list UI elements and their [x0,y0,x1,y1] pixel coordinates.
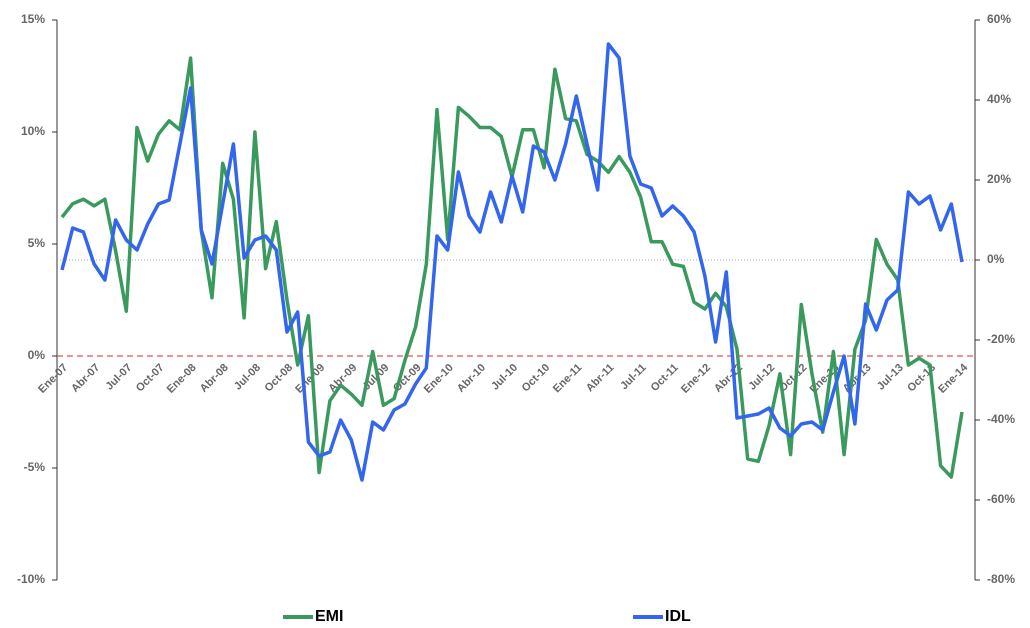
x-tick-label: Oct-11 [649,362,681,394]
y2-tick-label: -60% [987,492,1015,506]
x-tick-label: Oct-07 [134,362,167,395]
x-tick-label: Jul-13 [875,362,906,393]
x-tick-label: Jul-10 [489,362,520,393]
x-tick-label: Abr-10 [455,362,488,395]
y2-tick-label: -40% [987,412,1015,426]
y-tick-label: -5% [24,460,46,474]
x-tick-label: Oct-08 [262,362,295,395]
x-tick-label: Jul-07 [103,362,134,393]
y2-tick-label: 60% [987,12,1011,26]
x-tick-label: Ene-11 [551,362,585,396]
y-tick-label: -10% [17,572,45,586]
y2-tick-label: -80% [987,572,1015,586]
x-tick-label: Jul-11 [618,362,649,393]
legend-label: IDL [665,608,691,625]
x-tick-label: Ene-14 [936,361,971,396]
y2-tick-label: 0% [987,252,1005,266]
x-tick-label: Oct-10 [520,362,553,395]
y2-tick-label: 40% [987,92,1011,106]
x-tick-label: Abr-08 [198,362,231,395]
y-tick-label: 0% [28,348,46,362]
x-tick-label: Ene-12 [679,362,713,396]
x-tick-label: Abr-07 [69,362,102,395]
legend-label: EMI [315,608,343,625]
x-tick-label: Ene-07 [36,362,70,396]
series-line [60,42,964,482]
x-tick-label: Jul-12 [746,362,777,393]
y-tick-label: 15% [21,12,45,26]
y2-tick-label: 20% [987,172,1011,186]
x-tick-label: Abr-11 [584,362,617,395]
x-tick-label: Abr-09 [326,362,359,395]
y-tick-label: 10% [21,124,45,138]
legend: EMI IDL [283,608,691,625]
x-tick-label: Ene-08 [165,362,199,396]
x-tick-label: Jul-08 [232,362,263,393]
y2-tick-label: -20% [987,332,1015,346]
y-tick-label: 5% [28,236,46,250]
